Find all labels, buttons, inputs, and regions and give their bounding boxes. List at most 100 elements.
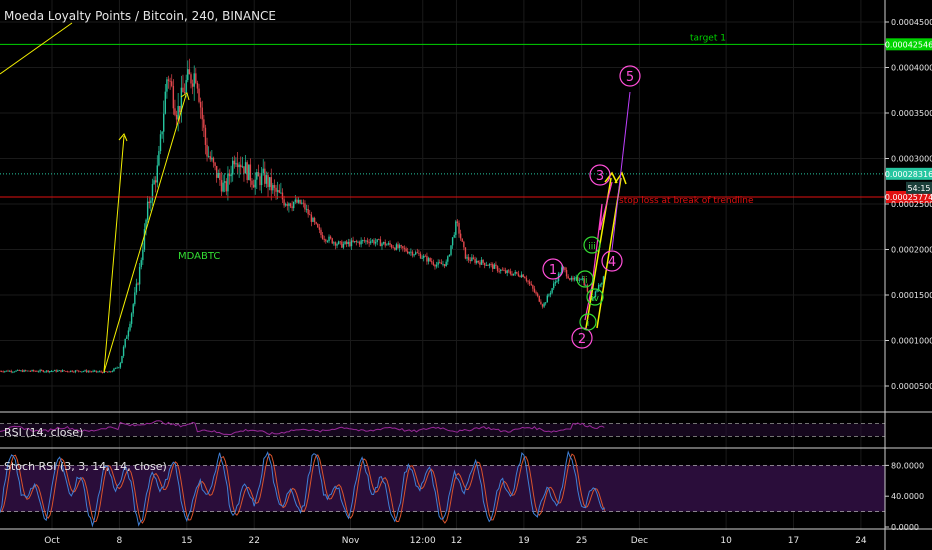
candle-body xyxy=(15,370,17,372)
candle-body xyxy=(129,323,131,331)
candle-body xyxy=(508,270,510,272)
x-tick-label: 15 xyxy=(181,536,192,546)
wave-path xyxy=(584,181,613,321)
grid-lines xyxy=(0,0,885,530)
candle-body xyxy=(527,280,529,282)
candle-body xyxy=(161,131,163,135)
rsi-pane xyxy=(0,420,885,437)
candle-body xyxy=(138,266,141,285)
candle-body xyxy=(381,243,383,247)
candle-body xyxy=(240,164,242,168)
candle-body xyxy=(440,262,443,265)
candle-body xyxy=(405,248,407,252)
x-tick-label: Nov xyxy=(342,536,360,546)
candle-body xyxy=(243,166,245,174)
candle-body xyxy=(49,371,51,373)
candle-body xyxy=(325,239,327,242)
candle-body xyxy=(455,221,457,235)
candle-body xyxy=(215,165,218,178)
candle-body xyxy=(37,371,40,373)
candle-body xyxy=(151,184,154,201)
candle-body xyxy=(267,175,269,187)
candle-body xyxy=(564,267,566,270)
candle-body xyxy=(432,262,435,265)
impulse-projection xyxy=(103,135,125,373)
trend-arrow xyxy=(103,94,187,373)
candle-body xyxy=(13,371,16,373)
candle-body xyxy=(20,370,22,372)
candle-body xyxy=(132,304,134,314)
time-axis[interactable]: Oct 8 15 22 Nov 12:00 12 19 25 Dec 10 17 24 xyxy=(44,536,867,546)
candle-body xyxy=(389,243,391,245)
candle-body xyxy=(90,371,93,373)
candle-body xyxy=(71,370,73,372)
y-tick-label: 0.00005000 xyxy=(891,382,932,391)
candle-body xyxy=(411,251,414,256)
candle-body xyxy=(434,264,436,267)
candle-body xyxy=(453,234,455,238)
candle-body xyxy=(69,370,72,372)
candle-body xyxy=(58,370,61,372)
x-tick-label: 24 xyxy=(855,536,867,546)
stoch-title: Stoch RSI (3, 3, 14, 14, close) xyxy=(4,460,167,473)
candle-body xyxy=(87,371,89,373)
candle-body xyxy=(463,241,465,248)
candle-body xyxy=(333,242,335,244)
candle-body xyxy=(24,370,27,371)
subwave-circle xyxy=(586,288,604,306)
candle-body xyxy=(402,246,404,249)
candle-body xyxy=(498,270,500,272)
candle-body xyxy=(471,257,473,262)
candle-body xyxy=(223,181,226,183)
candle-body xyxy=(488,264,491,266)
candle-body xyxy=(337,241,340,245)
annotations[interactable] xyxy=(0,22,631,373)
candle-body xyxy=(93,370,96,372)
candle-body xyxy=(307,208,309,215)
wave5-projection xyxy=(611,91,631,251)
candle-body xyxy=(466,257,468,259)
candle-body xyxy=(591,298,593,300)
candle-body xyxy=(580,279,582,281)
candle-body xyxy=(363,240,366,242)
candle-body xyxy=(199,101,202,108)
candle-body xyxy=(439,262,441,264)
candle-body xyxy=(127,330,130,337)
candle-body xyxy=(597,284,600,290)
candle-body xyxy=(201,107,203,120)
candle-body xyxy=(602,276,605,283)
candle-body xyxy=(528,281,531,284)
arrow-head xyxy=(614,171,627,185)
subwave-label: iii xyxy=(588,242,596,252)
candle-body xyxy=(570,277,573,280)
x-tick-label: 10 xyxy=(720,536,732,546)
candle-body xyxy=(429,258,431,262)
candle-body xyxy=(599,284,601,286)
subwave-label: i xyxy=(587,319,590,329)
candle-body xyxy=(241,166,244,168)
arrow-head xyxy=(604,171,618,184)
candle-body xyxy=(304,203,306,210)
x-tick-label: 22 xyxy=(249,536,260,546)
chart-title: Moeda Loyalty Points / Bitcoin, 240, BIN… xyxy=(4,9,276,23)
candle-body xyxy=(130,313,133,324)
candle-body xyxy=(336,244,338,246)
x-tick-label: 12 xyxy=(451,536,462,546)
candle-body xyxy=(211,157,213,160)
candle-body xyxy=(461,238,463,242)
candle-body xyxy=(522,274,524,278)
candle-body xyxy=(358,241,361,245)
candle-body xyxy=(63,370,65,372)
price-axis[interactable]: 0.000500000.000450000.000400000.00035000… xyxy=(885,0,932,532)
candle-body xyxy=(397,244,399,248)
candle-body xyxy=(398,245,401,248)
x-tick-label: 8 xyxy=(117,536,123,546)
candle-body xyxy=(427,258,430,262)
candle-body xyxy=(524,277,526,279)
candle-body xyxy=(175,114,178,120)
candle-body xyxy=(294,199,297,202)
